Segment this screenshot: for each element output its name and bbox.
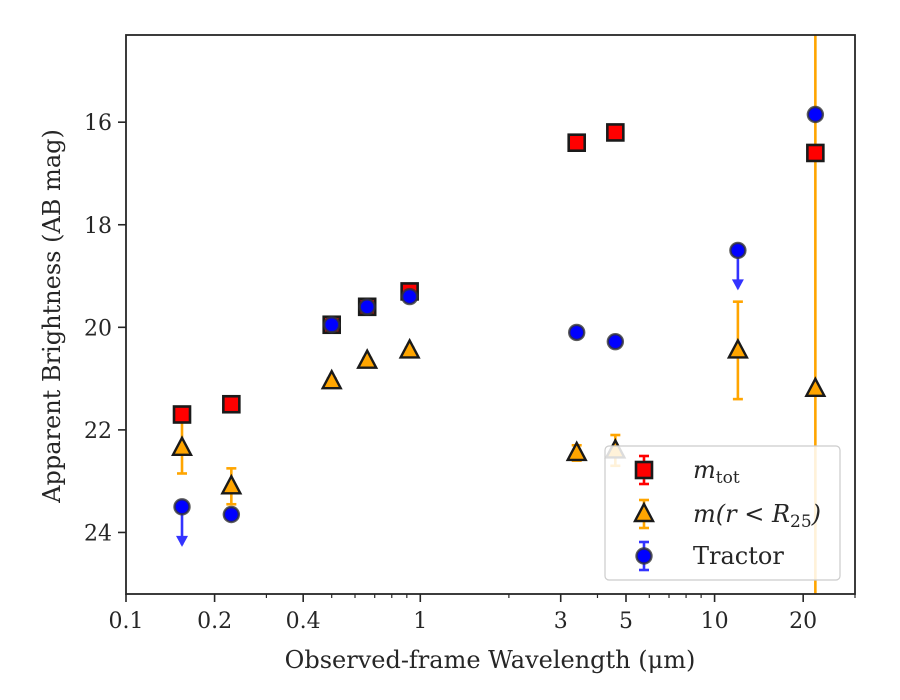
upper-limit-arrowhead	[176, 535, 189, 547]
point-marker-circle	[568, 323, 586, 342]
point-marker-triangle	[356, 348, 379, 369]
data-point	[323, 316, 341, 334]
data-point	[171, 420, 194, 475]
point-marker-triangle	[220, 473, 243, 495]
y-axis-label: Apparent Brightness (AB mag)	[38, 129, 66, 504]
data-point	[806, 105, 825, 124]
y-tick-label: 22	[84, 419, 112, 444]
data-point	[398, 337, 421, 359]
point-marker-square	[222, 394, 241, 414]
point-marker-square	[606, 123, 625, 142]
point-marker-circle	[806, 105, 825, 124]
legend-label: m(r < R25)	[693, 500, 821, 532]
series-square	[172, 123, 825, 424]
x-axis: 0.1 0.2 0.4 1 3 5 10 20	[109, 594, 856, 634]
x-axis-label: Observed-frame Wavelength (μm)	[285, 646, 696, 674]
x-tick-label: 20	[789, 609, 817, 634]
legend-handle-triangle	[633, 498, 655, 530]
data-point	[173, 498, 191, 547]
data-point	[220, 467, 243, 506]
legend-marker-triangle	[633, 501, 655, 523]
point-marker-triangle	[171, 435, 194, 457]
legend-marker-square	[634, 460, 654, 480]
data-point	[806, 143, 825, 163]
y-tick-label: 16	[84, 111, 112, 136]
upper-limit-arrowhead	[731, 279, 744, 291]
legend-marker-circle	[635, 547, 653, 565]
point-marker-square	[567, 133, 587, 152]
series-circle	[173, 105, 825, 547]
point-marker-triangle	[565, 440, 588, 462]
plot-frame	[125, 34, 856, 595]
data-point	[606, 123, 625, 142]
point-marker-triangle	[804, 376, 827, 398]
x-tick-label: 0.4	[286, 609, 321, 634]
legend: mtot m(r < R25) Tractor	[604, 445, 841, 581]
y-tick-label: 24	[84, 521, 112, 546]
point-marker-circle	[606, 332, 625, 351]
point-marker-circle	[323, 316, 341, 334]
legend-label: mtot	[693, 456, 740, 488]
data-point	[565, 440, 588, 462]
y-axis: 16 18 20 22 24	[84, 111, 126, 546]
y-tick-label: 20	[84, 316, 112, 341]
x-tick-label: 1	[413, 609, 427, 634]
point-marker-circle	[358, 298, 376, 316]
data-point	[358, 298, 376, 316]
x-tick-label: 0.2	[197, 609, 232, 634]
data-point	[172, 405, 192, 424]
data-point	[567, 133, 587, 152]
data-point	[320, 368, 343, 390]
legend-handle-square	[634, 454, 654, 486]
data-point	[606, 332, 625, 351]
legend-handle-circle	[635, 540, 653, 572]
point-marker-triangle	[320, 368, 343, 390]
point-marker-circle	[173, 498, 191, 516]
point-marker-circle	[729, 241, 747, 260]
data-point	[356, 348, 379, 369]
data-point	[726, 300, 749, 401]
point-marker-triangle	[398, 337, 421, 359]
data-point	[568, 323, 586, 342]
point-marker-square	[806, 143, 825, 163]
point-marker-triangle	[726, 337, 749, 359]
x-tick-label: 3	[554, 609, 568, 634]
point-marker-square	[172, 405, 192, 424]
point-marker-circle	[222, 505, 241, 524]
data-point	[729, 241, 747, 291]
x-tick-label: 0.1	[109, 609, 144, 634]
legend-box	[604, 445, 841, 581]
point-marker-circle	[400, 287, 419, 306]
data-point	[400, 287, 419, 306]
data-point	[222, 394, 241, 414]
x-tick-label: 5	[619, 609, 633, 634]
y-tick-label: 18	[84, 214, 112, 239]
legend-label: Tractor	[693, 542, 784, 570]
data-point	[222, 505, 241, 524]
x-tick-label: 10	[701, 609, 729, 634]
